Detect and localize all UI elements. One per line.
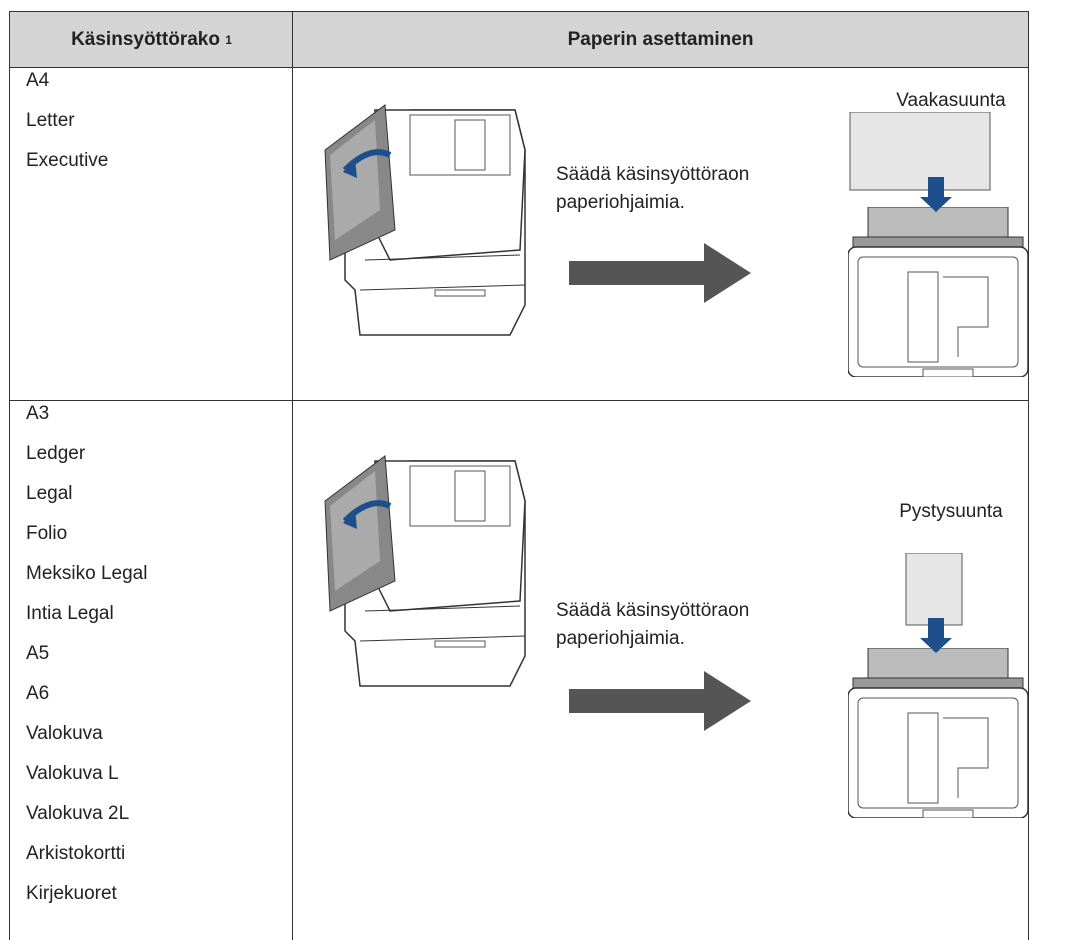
paper-size: A4 [26, 70, 50, 91]
printer-illustration [315, 90, 535, 340]
paper-size: Folio [26, 523, 68, 544]
illustration-cell: Säädä käsinsyöttöraon paperiohjaimia. Va… [292, 67, 1029, 401]
illustration-cell: Säädä käsinsyöttöraon paperiohjaimia. Py… [292, 400, 1029, 940]
paper-size: Arkistokortti [26, 843, 126, 864]
instruction: Säädä käsinsyöttöraon paperiohjaimia. [556, 164, 750, 213]
orientation-label: Pystysuunta [899, 501, 1003, 522]
paper-size: A3 [26, 403, 50, 424]
instruction: Säädä käsinsyöttöraon paperiohjaimia. [556, 600, 750, 649]
paper-size: Meksiko Legal [26, 563, 148, 584]
arrow [569, 243, 751, 303]
paper-size: A5 [26, 643, 50, 664]
size-cell: A3 Ledger Legal Folio Meksiko Legal Intia Leg… [9, 400, 293, 940]
header-cell: Käsinsyöttörako 1 [9, 11, 293, 68]
header-cell: Paperin asettaminen [292, 11, 1029, 68]
header-text: Käsinsyöttörako [71, 29, 220, 50]
paper-size: Valokuva 2L [26, 803, 130, 824]
paper-size: Valokuva L [26, 763, 119, 784]
footnote-ref: 1 [225, 33, 232, 47]
paper-size: Executive [26, 150, 109, 171]
paper-size: Intia Legal [26, 603, 114, 624]
paper-size: Legal [26, 483, 73, 504]
size-cell: A4 Letter Executive [9, 67, 293, 401]
paper-size: A6 [26, 683, 50, 704]
paper-loading-illustration [848, 112, 1028, 387]
paper-size: Ledger [26, 443, 86, 464]
paper-size: Letter [26, 110, 75, 131]
printer-illustration [315, 441, 535, 691]
orientation-label: Vaakasuunta [896, 90, 1006, 111]
paper-size: Kirjekuoret [26, 883, 117, 904]
paper-loading-illustration [848, 553, 1028, 838]
paper-size: Valokuva [26, 723, 103, 744]
arrow [569, 671, 751, 731]
header-text: Paperin asettaminen [567, 29, 754, 50]
